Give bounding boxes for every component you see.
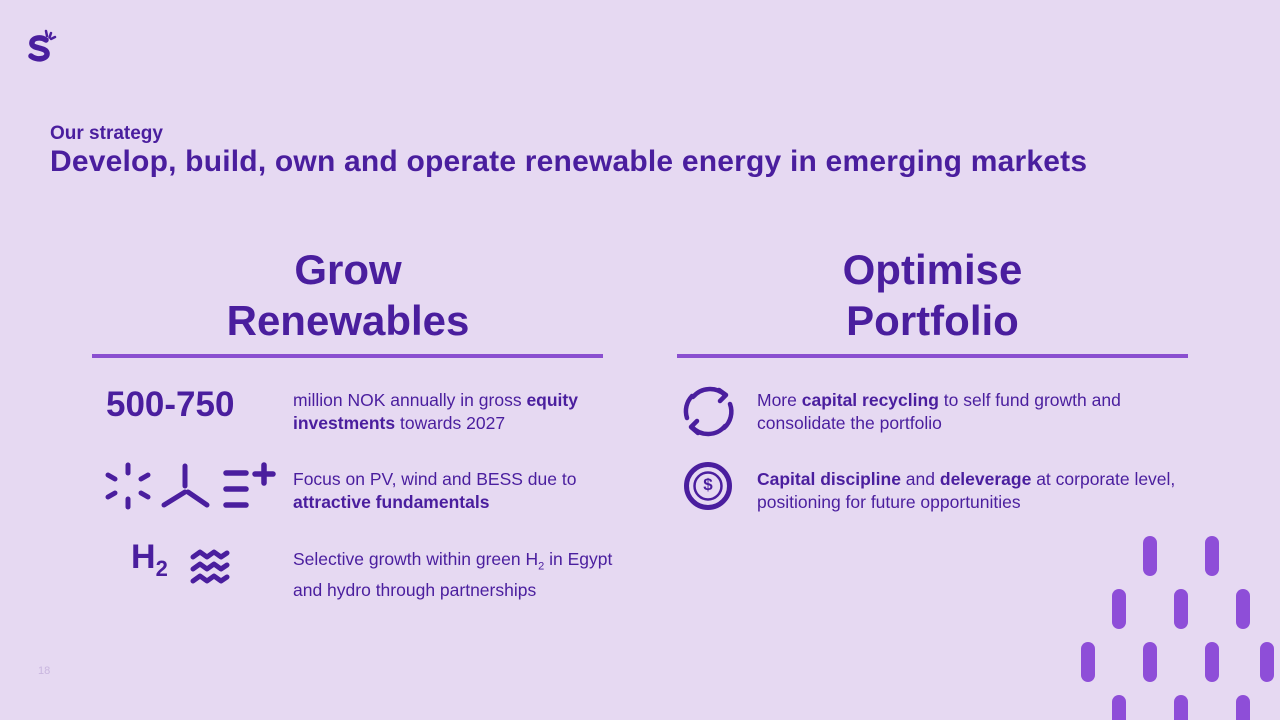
optimise-item-recycling: More capital recycling to self fund grow… [757, 390, 1121, 433]
grow-item-selective: Selective growth within green H2 in Egyp… [293, 549, 613, 600]
battery-plus-icon [223, 462, 276, 508]
solar-icon [105, 462, 151, 510]
divider-left [92, 354, 603, 358]
column-title-optimise: Optimise Portfolio [842, 246, 1023, 344]
brand-logo-icon [28, 29, 57, 62]
grow-item-focus: Focus on PV, wind and BESS due to attrac… [293, 469, 577, 512]
hydrogen-label: H2 [131, 538, 168, 581]
page-title: Develop, build, own and operate renewabl… [50, 145, 1088, 178]
section-kicker: Our strategy [50, 123, 163, 144]
page-number: 18 [38, 665, 51, 677]
investment-range: 500-750 [106, 385, 235, 424]
grow-item-investments: million NOK annually in gross equity inv… [293, 390, 578, 433]
dollar-coin-icon: $ [684, 462, 732, 510]
wind-icon [161, 463, 210, 508]
recycle-arrows-icon [683, 386, 734, 437]
divider-right [677, 354, 1188, 358]
water-waves-icon [190, 549, 230, 584]
column-title-grow: Grow Renewables [226, 246, 470, 344]
optimise-item-discipline: Capital discipline and deleverage at cor… [757, 469, 1176, 512]
